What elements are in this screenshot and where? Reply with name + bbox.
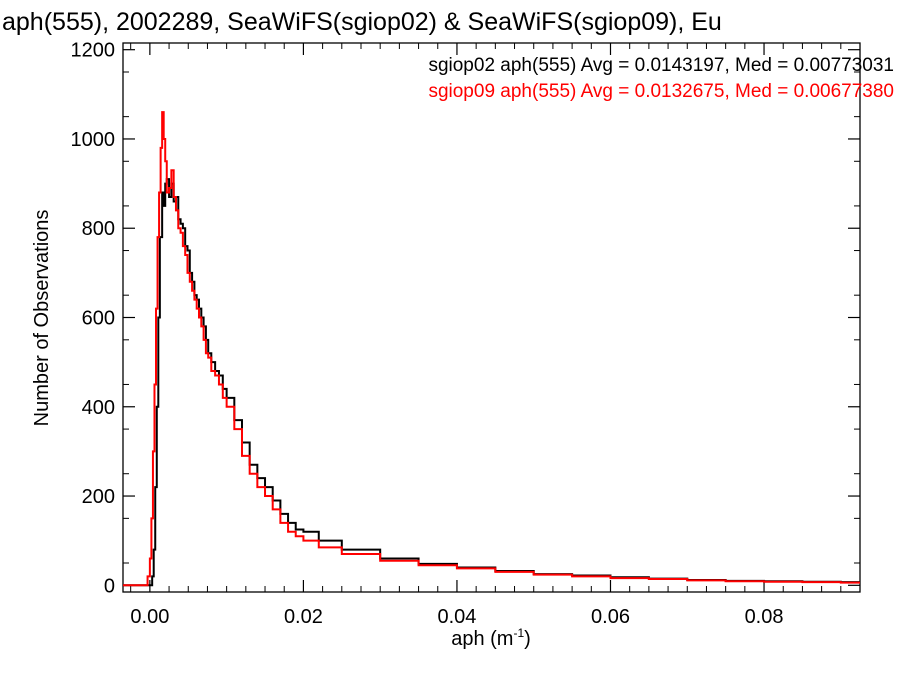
y-tick-label: 1200 [71,40,116,62]
y-tick-label: 1000 [71,129,116,151]
x-axis-label: aph (m-1) [451,626,531,650]
x-axis: 0.00 0.02 0.04 0.06 0.08 [130,43,842,628]
legend-entry-sgiop02: sgiop02 aph(555) Avg = 0.0143197, Med = … [428,55,894,76]
x-tick-label: 0.08 [745,606,784,628]
y-tick-label: 400 [82,397,115,419]
series-line-sgiop09 [123,111,860,587]
plot-area [123,111,860,587]
x-tick-label: 0.02 [284,606,323,628]
x-tick-label: 0.06 [591,606,630,628]
y-axis: 0 200 400 600 800 1000 1200 [71,40,860,597]
y-axis-label: Number of Observations [31,210,53,427]
x-tick-label: 0.00 [130,606,169,628]
x-tick-label: 0.04 [437,606,476,628]
y-tick-label: 800 [82,218,115,240]
chart-title: aph(555), 2002289, SeaWiFS(sgiop02) & Se… [2,8,722,36]
y-tick-label: 600 [82,308,115,330]
y-tick-label: 200 [82,486,115,508]
x-axis-label-superscript: -1 [513,626,524,640]
legend: sgiop02 aph(555) Avg = 0.0143197, Med = … [428,55,894,102]
y-tick-label: 0 [104,575,115,597]
series-line-sgiop02 [123,178,860,587]
plot-frame [122,42,861,593]
legend-entry-sgiop09: sgiop09 aph(555) Avg = 0.0132675, Med = … [428,81,894,102]
